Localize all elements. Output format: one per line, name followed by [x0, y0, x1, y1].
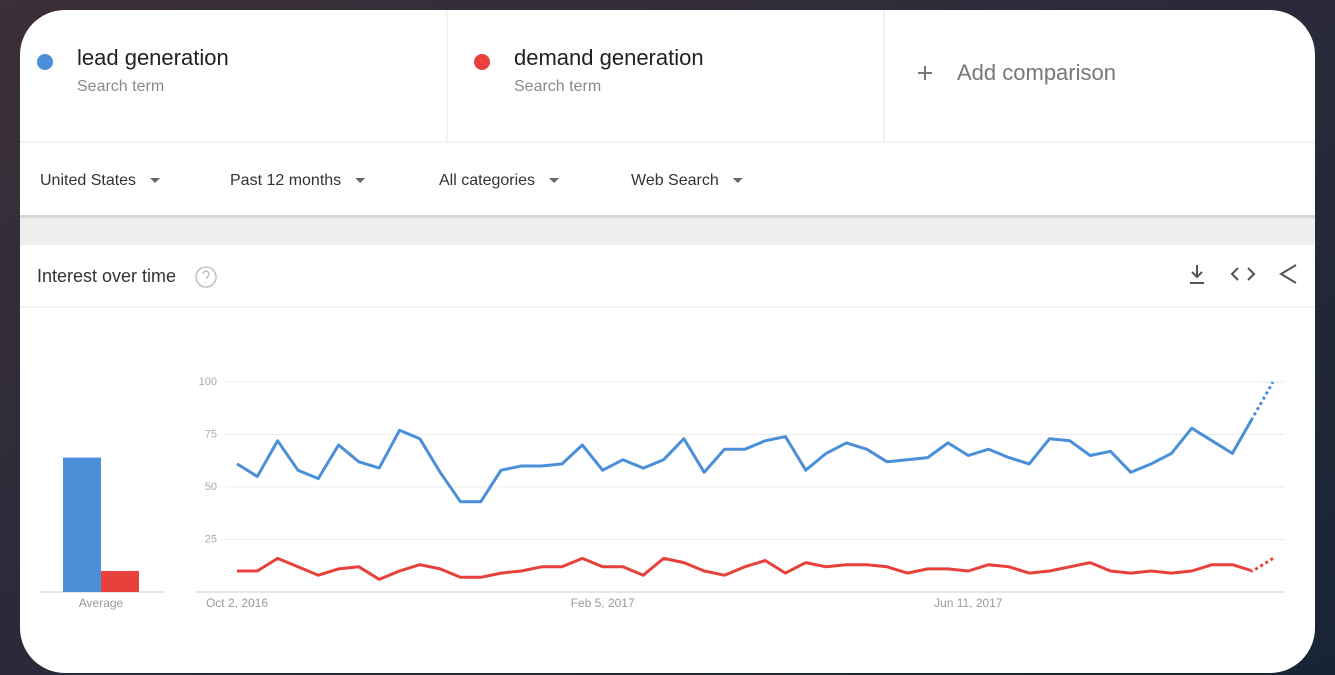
y-tick-label: 75 [205, 428, 217, 440]
help-icon[interactable] [195, 266, 217, 288]
filter-dropdown[interactable]: Past 12 months [230, 172, 341, 189]
series-line [237, 556, 1274, 581]
term-subtitle: Search term [514, 78, 601, 95]
average-bar [63, 457, 101, 592]
card [20, 10, 1315, 673]
series-line [236, 381, 1275, 504]
add-comparison[interactable]: Add comparison [957, 60, 1116, 85]
partial-overlay [1251, 556, 1275, 573]
shadow [20, 215, 1315, 218]
x-tick-label: Jun 11, 2017 [934, 596, 1003, 610]
plus-icon[interactable] [918, 66, 932, 80]
dropdown-arrow [150, 178, 161, 183]
term-dot [37, 54, 53, 70]
x-tick-label: Feb 5, 2017 [571, 596, 635, 610]
embed-icon[interactable] [1230, 267, 1256, 281]
filter-bar: United States Past 12 months All categorie… [40, 172, 743, 189]
dropdown-arrow [549, 178, 560, 183]
download-icon[interactable] [1190, 265, 1204, 284]
term-name[interactable]: demand generation [514, 45, 704, 70]
term-name[interactable]: lead generation [77, 45, 229, 70]
filter-dropdown[interactable]: United States [40, 172, 136, 189]
help-glyph [202, 270, 210, 283]
x-tick-label: Oct 2, 2016 [206, 596, 268, 610]
dropdown-arrow [732, 178, 743, 183]
y-tick-label: 50 [205, 481, 217, 493]
dropdown-arrow [355, 178, 366, 183]
term-dot [474, 54, 490, 70]
y-tick-label: 100 [199, 376, 217, 388]
chart: 25 50 75 100 Oct 2, 2016 Feb 5, 2017 Jun 11, 2… [40, 376, 1285, 610]
filter-dropdown[interactable]: All categories [439, 172, 535, 189]
average-label: Average [79, 596, 124, 610]
partial-overlay [1250, 381, 1275, 419]
panel-title: Interest over time [37, 266, 176, 286]
term-subtitle: Search term [77, 78, 164, 95]
gap [20, 218, 1315, 245]
share-icon[interactable] [1279, 264, 1297, 284]
filter-dropdown[interactable]: Web Search [631, 172, 719, 189]
average-bar [101, 571, 139, 592]
y-tick-label: 25 [205, 533, 217, 545]
